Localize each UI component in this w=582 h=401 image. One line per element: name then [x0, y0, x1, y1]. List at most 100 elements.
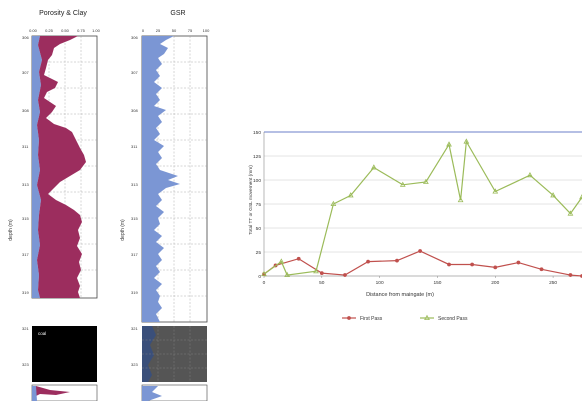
data-point [395, 258, 399, 263]
coal-label: coal [38, 331, 46, 336]
x-axis-label: Distance from maingate (m) [366, 292, 434, 298]
depth-axis-label: depth (m) [8, 219, 14, 241]
data-point [313, 267, 319, 274]
movement-line-chart: 0 25 50 75 100 125 150 0 50 100 150 200 250 Total T… [248, 130, 582, 322]
chart-grid [263, 131, 582, 278]
y-tick-label: 150 [253, 130, 261, 136]
data-point [418, 249, 423, 253]
gsr-fill [142, 36, 180, 322]
series-line-2 [263, 139, 582, 276]
x-tick-label: 200 [491, 280, 499, 286]
porosity-fill [32, 36, 42, 298]
data-point [492, 188, 499, 194]
data-point [493, 265, 498, 270]
data-point [399, 181, 406, 187]
x-tick-label: 150 [433, 280, 441, 286]
porosity-clay-track: 0.00 0.25 0.50 0.75 1.00 coal 306 307 30… [8, 28, 101, 401]
depth-tick: 319 [22, 290, 29, 295]
data-point [567, 210, 574, 216]
x-tick-label: 50 [319, 280, 325, 286]
top-tick: 100 [203, 28, 210, 33]
data-point [278, 258, 285, 264]
porosity-clay-title: Porosity & Clay [39, 10, 87, 17]
depth-tick: 321 [131, 326, 138, 331]
depth-tick: 306 [131, 35, 138, 40]
data-point [470, 262, 475, 267]
depth-tick: 319 [131, 290, 138, 295]
chart-legend: First Pass Second Pass [342, 314, 468, 322]
depth-tick: 311 [131, 144, 138, 149]
data-point [261, 270, 267, 277]
top-tick: 0 [142, 28, 145, 33]
lower-clay-fill [36, 386, 70, 396]
depth-tick: 306 [22, 35, 29, 40]
legend-label: Second Pass [438, 316, 468, 322]
gsr-title: GSR [170, 10, 186, 17]
data-point [516, 260, 521, 265]
data-point [463, 138, 470, 144]
top-tick: 0.00 [29, 28, 38, 33]
depth-tick: 308 [131, 108, 138, 113]
depth-tick: 308 [22, 108, 29, 113]
top-tick: 50 [172, 28, 177, 33]
data-point [550, 192, 556, 198]
data-point [366, 259, 370, 264]
depth-tick: 313 [131, 182, 138, 187]
data-point [343, 273, 347, 277]
y-tick-label: 125 [253, 154, 261, 160]
data-point [539, 267, 544, 272]
top-tick: 0.50 [61, 28, 70, 33]
data-point [446, 141, 452, 147]
depth-tick: 313 [22, 182, 29, 187]
data-point [319, 271, 324, 276]
depth-tick: 317 [22, 252, 29, 257]
top-tick: 25 [156, 28, 161, 33]
depth-tick: 311 [22, 144, 29, 149]
chart-series [261, 138, 582, 278]
y-tick-label: 0 [258, 274, 261, 280]
y-tick-labels: 0 25 50 75 100 125 150 [253, 130, 261, 280]
data-point [579, 194, 582, 200]
clay-fill [37, 36, 86, 298]
gsr-log: GSR 0 25 50 75 100 306 307 308 311 313 3… [118, 0, 218, 401]
data-point [457, 196, 464, 203]
porosity-clay-log: Porosity & Clay 0.00 0.25 0.50 0.75 1.00… [0, 0, 110, 401]
x-tick-label: 0 [263, 280, 266, 286]
gsr-track: 0 25 50 75 100 306 307 308 311 313 315 3… [120, 28, 210, 401]
coal-grid [142, 326, 207, 382]
lower-gsr-fill [142, 386, 162, 401]
data-point [284, 271, 291, 278]
x-tick-labels: 0 50 100 150 200 250 [263, 280, 558, 286]
depth-axis-label: depth (m) [120, 219, 126, 241]
lower-porosity-fill [32, 386, 37, 401]
top-tick: 0.75 [77, 28, 86, 33]
coal-block [32, 326, 97, 382]
x-tick-label: 250 [549, 280, 557, 286]
y-tick-label: 75 [256, 202, 262, 208]
depth-tick: 317 [131, 252, 138, 257]
top-tick: 0.25 [45, 28, 54, 33]
data-point [370, 164, 377, 170]
depth-tick: 323 [22, 362, 29, 367]
legend-label: First Pass [360, 316, 383, 322]
top-tick: 1.00 [92, 28, 101, 33]
depth-tick: 315 [131, 216, 138, 221]
legend-marker [347, 316, 351, 320]
data-point [423, 178, 429, 184]
y-tick-label: 50 [256, 226, 262, 232]
y-axis-label: Total TT or GSL movement (mm) [248, 165, 254, 235]
data-point [296, 256, 301, 261]
top-tick: 75 [188, 28, 193, 33]
data-point [347, 192, 354, 198]
depth-tick: 315 [22, 216, 29, 221]
depth-tick: 307 [131, 70, 138, 75]
depth-tick: 321 [22, 326, 29, 331]
x-tick-label: 100 [376, 280, 384, 286]
y-tick-label: 25 [256, 250, 262, 256]
y-tick-label: 100 [253, 178, 261, 184]
data-point [330, 200, 337, 206]
depth-tick: 323 [131, 362, 138, 367]
depth-tick: 307 [22, 70, 29, 75]
data-point [568, 273, 573, 277]
legend-marker [424, 314, 430, 321]
